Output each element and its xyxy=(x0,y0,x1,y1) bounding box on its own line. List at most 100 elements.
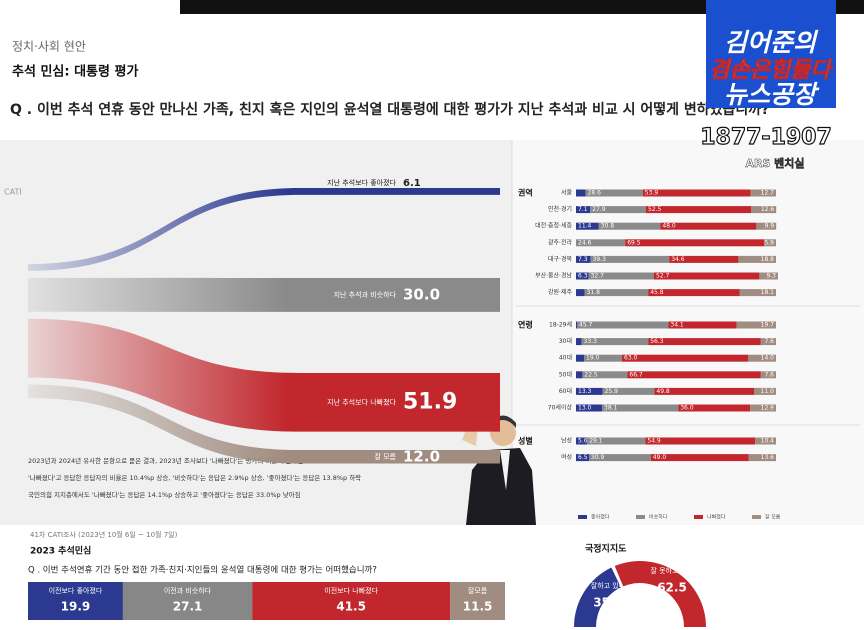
bar-segment xyxy=(668,321,737,329)
bar-label: 24.6 xyxy=(578,239,592,246)
logo-sub: ARS 벤치실 xyxy=(745,156,804,170)
bar-label: 52.5 xyxy=(648,206,662,213)
bar-label: 30.8 xyxy=(601,223,615,230)
bar-label: 48.0 xyxy=(662,223,676,230)
bar-segment xyxy=(576,272,589,280)
bar-segment xyxy=(754,387,776,395)
bar-label: 19.7 xyxy=(761,322,775,329)
bar-segment xyxy=(576,437,588,445)
bar-segment xyxy=(576,404,602,412)
bar-segment xyxy=(650,454,749,462)
bar-label: 52.7 xyxy=(656,273,670,280)
group-label: 연령 xyxy=(518,320,533,330)
gauge-value: 35.7 xyxy=(593,596,623,610)
flow xyxy=(28,188,500,271)
bar-label: 33.3 xyxy=(584,338,598,345)
gauge-arc xyxy=(574,567,621,627)
bar-segment xyxy=(588,272,654,280)
bar-label: 12.9 xyxy=(761,405,775,412)
bar-segment xyxy=(590,206,646,214)
bar-segment xyxy=(576,239,626,247)
flow-label: 잘 모름 xyxy=(374,453,396,461)
bar-segment xyxy=(576,338,582,346)
bar-segment xyxy=(760,338,776,346)
bar-segment xyxy=(576,222,599,230)
segment-value: 27.1 xyxy=(173,600,203,614)
bar-label: 9.9 xyxy=(765,223,775,230)
segment-value: 41.5 xyxy=(336,600,366,614)
gauge-arc xyxy=(614,561,706,627)
gauge-label: 잘 못하고 있다 xyxy=(650,566,694,575)
bar-segment xyxy=(678,404,751,412)
bar-label: 14.0 xyxy=(761,355,775,362)
bar-segment xyxy=(645,437,756,445)
bar-segment xyxy=(750,404,776,412)
bar-segment xyxy=(625,239,765,247)
bar-segment xyxy=(760,371,776,379)
page-title: 추석 민심: 대통령 평가 xyxy=(12,64,138,80)
person-photo xyxy=(462,415,536,525)
bar-label: 36.0 xyxy=(680,405,694,412)
bar-label: 18.8 xyxy=(761,256,775,263)
bar-segment xyxy=(750,189,776,197)
bar-segment xyxy=(450,582,505,620)
gauge-title: 국정지지도 xyxy=(585,543,627,555)
row-label: 40대 xyxy=(559,354,572,362)
segment-label: 이전보다 나빠졌다 xyxy=(324,586,378,595)
note: 2023년과 2024년 유사한 문항으로 묻은 결과, 2023년 조사보다 … xyxy=(28,456,303,465)
gauge-label: 잘하고 있다 xyxy=(591,581,626,590)
bar-label: 19.0 xyxy=(586,355,600,362)
bar-label: 11.4 xyxy=(578,223,592,230)
bar-segment xyxy=(581,338,649,346)
bar-segment xyxy=(585,189,643,197)
bar-label: 7.1 xyxy=(578,206,588,213)
bar-label: 13.3 xyxy=(578,388,592,395)
bar-segment xyxy=(654,387,754,395)
bar-segment xyxy=(739,289,776,297)
legend-label: 나빠졌다 xyxy=(707,514,726,521)
segment-label: 잘모름 xyxy=(468,587,488,595)
bar-segment xyxy=(252,582,451,620)
bar-label: 6.3 xyxy=(578,273,588,280)
flow xyxy=(28,318,500,432)
bar-label: 27.9 xyxy=(592,206,606,213)
row-label: 광주·전라 xyxy=(548,238,572,246)
flow-label: 지난 추석보다 나빠졌다 xyxy=(327,397,396,406)
legend-swatch xyxy=(636,515,645,519)
segment-value: 19.9 xyxy=(61,600,91,614)
legend-swatch xyxy=(694,515,703,519)
section-label: 정치·사회 현안 xyxy=(12,40,86,54)
legend-swatch xyxy=(752,515,761,519)
note: 국민의힘 지지층에서도 '나빠졌다'는 응답은 14.1%p 상승하고 '좋아졌… xyxy=(28,490,301,499)
bar-label: 54.9 xyxy=(647,438,661,445)
row-label: 강원·제주 xyxy=(548,288,572,296)
flow-value: 6.1 xyxy=(403,178,421,189)
logo-text: 뉴스공장 xyxy=(724,80,820,109)
bar-segment xyxy=(602,404,679,412)
bar-segment xyxy=(755,437,776,445)
bar-segment xyxy=(576,255,591,263)
bar-label: 7.6 xyxy=(764,371,774,378)
bar-label: 13.0 xyxy=(578,405,592,412)
bar-label: 29.1 xyxy=(589,438,603,445)
bar-segment xyxy=(748,354,776,362)
row-label: 대전·충청·세종 xyxy=(535,222,572,230)
bar-segment xyxy=(642,189,751,197)
question: Q . 이번 추석 연휴 동안 만나신 가족, 친지 혹은 지인의 윤석열 대통… xyxy=(10,101,769,118)
bar-segment xyxy=(627,371,761,379)
bar-label: 63.0 xyxy=(624,355,638,362)
bar-segment xyxy=(577,321,669,329)
row-label: 50대 xyxy=(559,370,572,378)
flow xyxy=(28,384,500,464)
logo-text: 겸손은힘들다 xyxy=(709,58,833,83)
section-title: 2023 추석민심 xyxy=(30,545,91,557)
bar-label: 39.3 xyxy=(593,256,607,263)
flow-value: 30.0 xyxy=(403,285,440,303)
bar-label: 9.3 xyxy=(766,273,776,280)
bar-segment xyxy=(584,354,622,362)
bar-label: 11.0 xyxy=(761,388,775,395)
flow-value: 12.0 xyxy=(403,447,440,465)
bar-label: 25.9 xyxy=(605,388,619,395)
bar-segment xyxy=(576,371,583,379)
bar-label: 12.6 xyxy=(761,206,775,213)
